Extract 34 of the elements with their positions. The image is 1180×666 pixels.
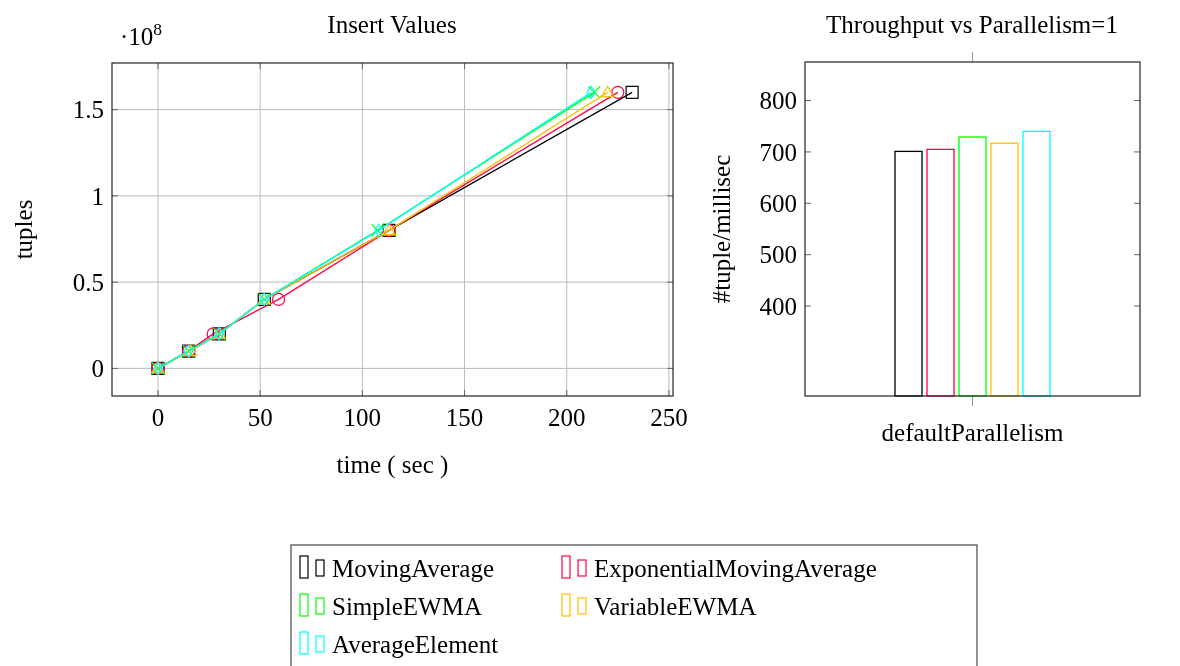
point [271, 292, 286, 306]
x-axis-title: time ( sec ) [336, 451, 449, 479]
chart-title: Throughput vs Parallelism=1 [826, 11, 1118, 38]
x-tick-label: 0 [151, 404, 165, 431]
x-tick-label: 50 [247, 404, 273, 431]
chart-title: Insert Values [327, 11, 457, 38]
y-tick-label: 400 [759, 292, 797, 320]
y-tick-label: 700 [759, 138, 797, 166]
point [586, 85, 597, 99]
legend-label: SimpleEWMA [332, 592, 482, 620]
point [206, 327, 220, 341]
y-axis-title: tuples [10, 199, 37, 260]
x-tick-label: 150 [445, 404, 484, 431]
y-tick-label: 1 [91, 182, 104, 210]
x-tick-label: 250 [650, 404, 688, 431]
y-tick-label: 600 [759, 190, 797, 218]
legend-label: AverageElement [332, 630, 499, 658]
x-tick-label: 200 [547, 404, 586, 431]
y-tick-label: 800 [759, 87, 797, 115]
point [587, 85, 601, 99]
y-tick-label: 1.5 [72, 96, 104, 124]
y-tick-label: 500 [759, 241, 797, 269]
y-axis-title: #tuple/millisec [708, 154, 735, 304]
legend-label: ExponentialMovingAverage [594, 554, 877, 582]
y-tick-label: 0.5 [72, 268, 104, 296]
point [601, 85, 615, 98]
text: ·10$^{8}$ [120, 19, 163, 50]
point [611, 85, 625, 99]
point [625, 85, 639, 99]
x-tick-label: 100 [343, 404, 382, 431]
y-tick-label: 0 [91, 355, 104, 383]
x-tick-label: defaultParallelism [881, 419, 1064, 446]
legend-label: VariableEWMA [594, 592, 757, 620]
legend-label: MovingAverage [332, 554, 494, 582]
